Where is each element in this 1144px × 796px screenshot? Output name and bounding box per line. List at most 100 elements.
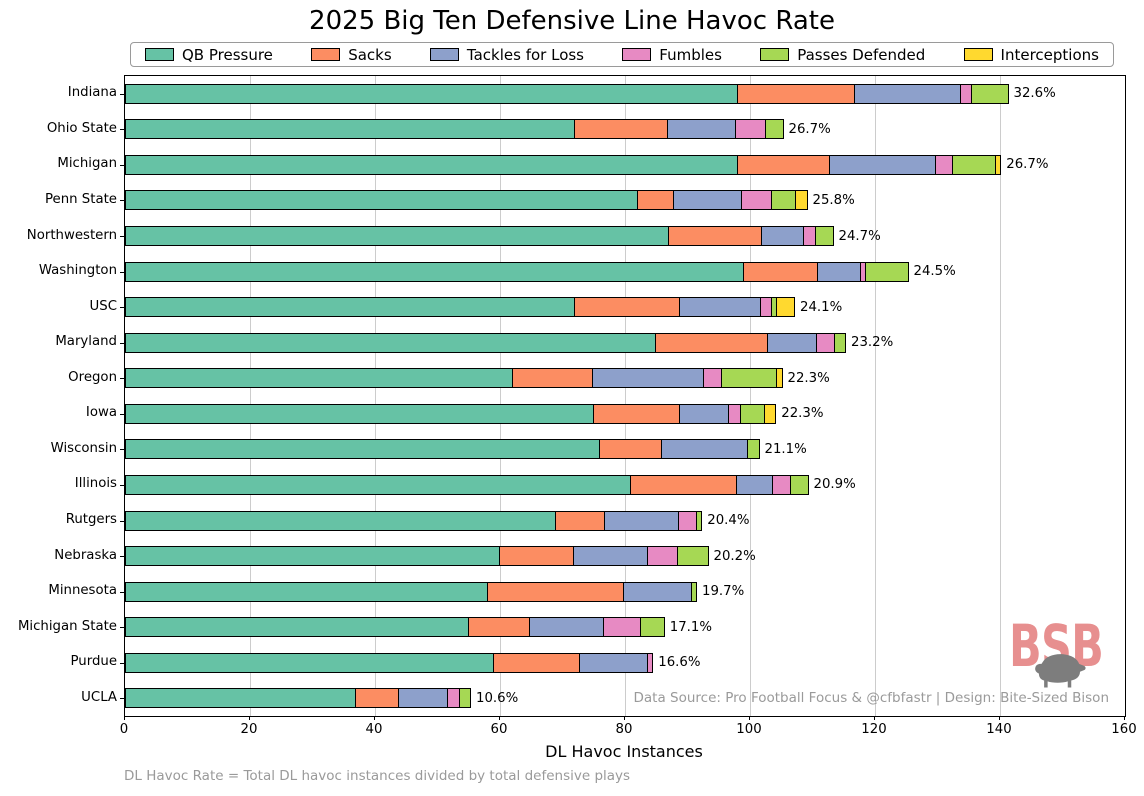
team-label-michigan-state: Michigan State bbox=[17, 618, 117, 634]
legend-item-fumbles: Fumbles bbox=[622, 46, 722, 64]
grid-line-20 bbox=[250, 76, 251, 716]
legend-swatch-interceptions-icon bbox=[963, 48, 993, 61]
grid-line-40 bbox=[375, 76, 376, 716]
bar-segment-passes-defended bbox=[952, 154, 996, 175]
legend-label: Fumbles bbox=[659, 45, 722, 64]
team-label-iowa: Iowa bbox=[85, 405, 117, 421]
bar-row-penn-state: 25.8% bbox=[120, 183, 1125, 219]
grid-line-100 bbox=[750, 76, 751, 716]
bar-segment-fumbles bbox=[647, 652, 654, 673]
bar-segment-passes-defended bbox=[458, 688, 471, 709]
bar-segment-passes-defended bbox=[739, 403, 765, 424]
bar-segment-passes-defended bbox=[747, 439, 760, 460]
bsb-logo: BSB bbox=[1009, 617, 1139, 697]
legend-label: QB Pressure bbox=[182, 45, 273, 64]
x-tick-mark bbox=[999, 716, 1000, 720]
bar-segment-qb-pressure bbox=[125, 688, 357, 709]
stacked-bar bbox=[125, 581, 697, 602]
stacked-bar bbox=[125, 474, 809, 495]
bar-segment-passes-defended bbox=[771, 190, 796, 211]
bar-row-usc: 24.1% bbox=[120, 289, 1125, 325]
y-tick-mark bbox=[120, 662, 125, 664]
bar-row-ohio-state: 26.7% bbox=[120, 112, 1125, 148]
legend-item-qb-pressure: QB Pressure bbox=[145, 46, 273, 64]
bar-segment-fumbles bbox=[678, 510, 697, 531]
x-tick-label-80: 80 bbox=[615, 722, 633, 737]
bar-segment-qb-pressure bbox=[125, 119, 575, 140]
team-label-nebraska: Nebraska bbox=[54, 547, 117, 563]
bar-value-label: 25.8% bbox=[812, 192, 855, 208]
bar-row-michigan: 26.7% bbox=[120, 147, 1125, 183]
x-tick-label-60: 60 bbox=[490, 722, 508, 737]
bar-value-label: 24.5% bbox=[913, 264, 956, 280]
legend-item-passes-defended: Passes Defended bbox=[760, 46, 925, 64]
y-tick-mark bbox=[120, 236, 125, 238]
legend-swatch-sacks-icon bbox=[311, 48, 341, 61]
bison-icon bbox=[1035, 654, 1086, 688]
legend-swatch-qb-pressure-icon bbox=[145, 48, 174, 61]
bar-segment-tackles-for-loss bbox=[735, 474, 773, 495]
bar-segment-fumbles bbox=[703, 368, 722, 389]
bar-row-minnesota: 19.7% bbox=[120, 574, 1125, 610]
team-label-wisconsin: Wisconsin bbox=[50, 440, 117, 456]
x-tick-mark bbox=[374, 716, 375, 720]
bar-row-nebraska: 20.2% bbox=[120, 538, 1125, 574]
x-tick-label-20: 20 bbox=[240, 722, 258, 737]
bar-segment-fumbles bbox=[734, 119, 766, 140]
y-tick-mark bbox=[120, 556, 125, 558]
x-tick-mark bbox=[124, 716, 125, 720]
x-tick-label-100: 100 bbox=[736, 722, 762, 737]
stacked-bar bbox=[125, 688, 471, 709]
x-tick-label-40: 40 bbox=[365, 722, 383, 737]
bar-segment-fumbles bbox=[934, 154, 954, 175]
y-tick-mark bbox=[120, 342, 125, 344]
bar-value-label: 16.6% bbox=[658, 655, 701, 671]
bar-segment-sacks bbox=[636, 190, 674, 211]
bar-row-rutgers: 20.4% bbox=[120, 503, 1125, 539]
bar-segment-qb-pressure bbox=[125, 154, 738, 175]
bar-segment-qb-pressure bbox=[125, 617, 469, 638]
bar-segment-passes-defended bbox=[971, 83, 1009, 104]
bar-value-label: 20.2% bbox=[713, 548, 756, 564]
bar-row-northwestern: 24.7% bbox=[120, 218, 1125, 254]
bar-segment-passes-defended bbox=[764, 119, 784, 140]
bar-segment-sacks bbox=[655, 332, 768, 353]
team-label-indiana: Indiana bbox=[67, 85, 117, 101]
bar-segment-passes-defended bbox=[639, 617, 665, 638]
stacked-bar bbox=[125, 190, 808, 211]
bar-row-oregon: 22.3% bbox=[120, 361, 1125, 397]
bar-segment-qb-pressure bbox=[125, 546, 500, 567]
stacked-bar bbox=[125, 617, 665, 638]
bar-segment-tackles-for-loss bbox=[579, 652, 648, 673]
grid-line-80 bbox=[625, 76, 626, 716]
bar-row-wisconsin: 21.1% bbox=[120, 432, 1125, 468]
legend-label: Sacks bbox=[348, 45, 392, 64]
x-tick-mark bbox=[749, 716, 750, 720]
bar-segment-qb-pressure bbox=[125, 439, 600, 460]
bar-row-michigan-state: 17.1% bbox=[120, 609, 1125, 645]
team-label-northwestern: Northwestern bbox=[26, 227, 117, 243]
bar-segment-qb-pressure bbox=[125, 403, 594, 424]
bar-segment-sacks bbox=[667, 226, 762, 247]
bar-segment-passes-defended bbox=[789, 474, 809, 495]
bar-segment-interceptions bbox=[776, 368, 783, 389]
stacked-bar bbox=[125, 297, 795, 318]
y-tick-mark bbox=[120, 164, 125, 166]
team-label-usc: USC bbox=[89, 298, 117, 314]
bar-segment-sacks bbox=[555, 510, 606, 531]
bar-segment-passes-defended bbox=[864, 261, 909, 282]
legend-label: Passes Defended bbox=[797, 45, 926, 64]
chart-title: 2025 Big Ten Defensive Line Havoc Rate bbox=[309, 6, 835, 36]
y-axis-labels: Indiana Ohio State Michigan Penn State North… bbox=[0, 75, 117, 715]
stacked-bar bbox=[125, 226, 834, 247]
bar-segment-tackles-for-loss bbox=[604, 510, 680, 531]
bar-row-indiana: 32.6% bbox=[120, 76, 1125, 112]
y-tick-mark bbox=[120, 484, 125, 486]
bar-segment-fumbles bbox=[603, 617, 641, 638]
team-label-rutgers: Rutgers bbox=[65, 512, 117, 528]
bar-row-washington: 24.5% bbox=[120, 254, 1125, 290]
grid-line-140 bbox=[1000, 76, 1001, 716]
bar-segment-tackles-for-loss bbox=[529, 617, 605, 638]
bar-segment-sacks bbox=[467, 617, 531, 638]
bar-segment-sacks bbox=[592, 403, 681, 424]
